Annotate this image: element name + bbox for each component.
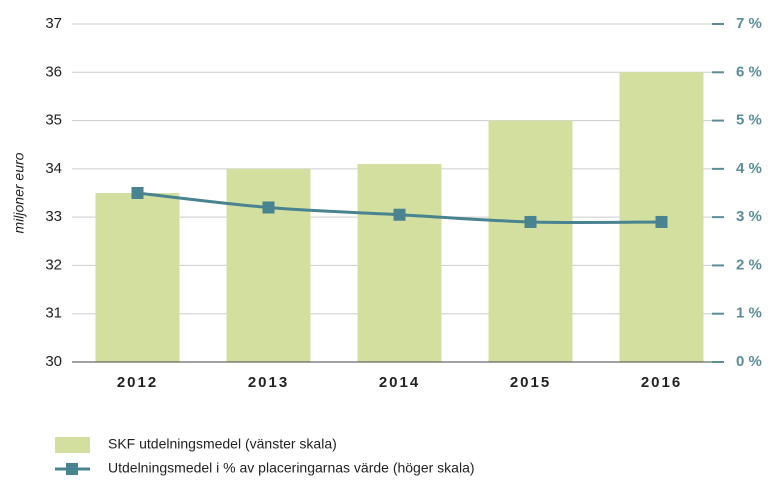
- bar: [95, 193, 180, 362]
- y-tick-label: 34: [45, 160, 62, 177]
- marker: [393, 208, 406, 221]
- x-tick-label: 2016: [641, 374, 682, 391]
- marker: [262, 201, 275, 214]
- y-tick-label: 33: [45, 208, 62, 225]
- y2-tick-label: 0 %: [736, 353, 762, 370]
- y2-tick-label: 2 %: [736, 256, 762, 273]
- legend-label: SKF utdelningsmedel (vänster skala): [108, 436, 337, 452]
- y-axis-label: miljoner euro: [11, 152, 27, 233]
- x-tick-label: 2013: [248, 374, 289, 391]
- x-tick-label: 2014: [379, 374, 420, 391]
- y2-tick-label: 5 %: [736, 112, 762, 129]
- y-tick-label: 30: [45, 353, 62, 370]
- bar: [357, 164, 442, 362]
- y2-tick-label: 6 %: [736, 63, 762, 80]
- y2-tick-label: 1 %: [736, 305, 762, 322]
- marker: [131, 187, 144, 199]
- legend-swatch: [66, 463, 78, 475]
- y-tick-label: 35: [45, 112, 62, 129]
- y-tick-label: 37: [45, 15, 62, 32]
- y2-tick-label: 7 %: [736, 15, 762, 32]
- marker: [655, 215, 668, 228]
- legend-swatch: [55, 437, 90, 453]
- bar: [488, 120, 573, 362]
- marker: [524, 215, 537, 228]
- y2-tick-label: 4 %: [736, 160, 762, 177]
- y2-tick-label: 3 %: [736, 208, 762, 225]
- x-tick-label: 2015: [510, 374, 551, 391]
- x-tick-label: 2012: [117, 374, 158, 391]
- bar: [226, 168, 311, 362]
- legend-label: Utdelningsmedel i % av placeringarnas vä…: [108, 460, 475, 476]
- y-tick-label: 32: [45, 256, 62, 273]
- y-tick-label: 36: [45, 63, 62, 80]
- y-tick-label: 31: [45, 305, 62, 322]
